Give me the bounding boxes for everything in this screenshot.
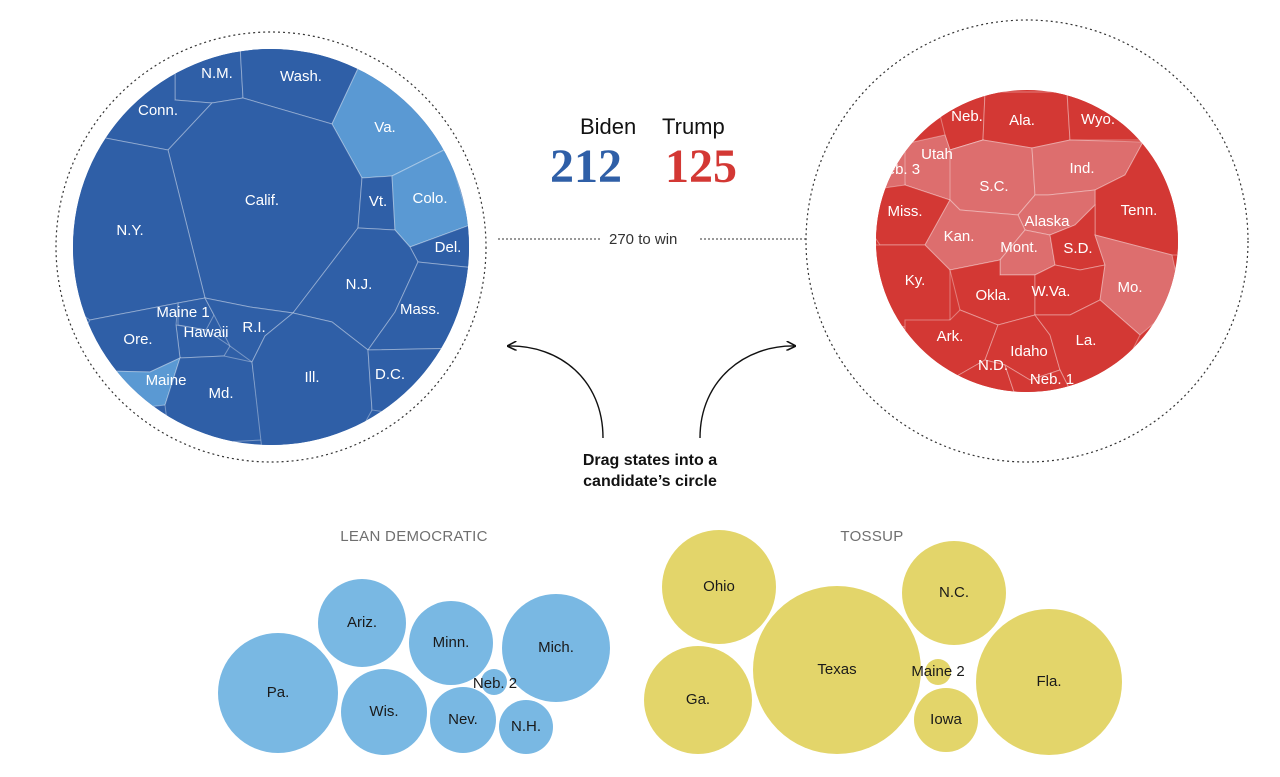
biden-label-maine-1: Maine 1 [156,304,209,321]
trump-label-w-va: W.Va. [1032,283,1071,300]
tossup-label-maine-2: Maine 2 [911,663,964,680]
lean-dem-label-mich: Mich. [538,639,574,656]
trump-name: Trump [662,114,725,139]
win-threshold-label: 270 to win [609,231,677,248]
biden-label-calif: Calif. [245,192,279,209]
biden-label-ill: Ill. [305,369,320,386]
scoreboard: Biden Trump 212 125 [550,114,737,193]
tossup-label-n-c: N.C. [939,584,969,601]
lean-dem-bubble-n-h[interactable] [499,700,553,754]
trump-label-alaska: Alaska [1024,213,1070,230]
trump-label-neb: Neb. [951,108,983,125]
arrow-to-trump-icon [699,346,795,439]
biden-label-vt: Vt. [369,193,387,210]
biden-label-d-c: D.C. [375,366,405,383]
biden-label-n-y: N.Y. [116,222,143,239]
lean-democratic-group: Ariz. Minn. Mich. Pa. Neb. 2 Wis. Nev. N.H. [218,579,610,755]
biden-label-hawaii: Hawaii [183,324,228,341]
trump-label-ky: Ky. [905,272,926,289]
trump-label-utah: Utah [921,146,953,163]
trump-dotted-ring [805,19,1249,463]
lean-democratic-title: LEAN DEMOCRATIC [340,528,488,545]
lean-dem-label-wis: Wis. [369,703,398,720]
biden-electoral-count: 212 [550,140,622,193]
trump-label-s-d: S.D. [1063,240,1092,257]
trump-label-ala: Ala. [1009,112,1035,129]
biden-label-md: Md. [208,385,233,402]
lean-dem-bubble-nev[interactable] [430,687,496,753]
lean-dem-label-ariz: Ariz. [347,614,377,631]
lean-dem-bubble-ariz[interactable] [318,579,406,667]
trump-label-okla: Okla. [975,287,1010,304]
lean-dem-bubble-neb-2[interactable] [481,669,507,695]
biden-label-ore: Ore. [123,331,152,348]
instruction-line-1: Drag states into a [583,452,717,469]
trump-label-n-d: N.D. [978,357,1008,374]
instruction-line-2: candidate’s circle [583,473,717,490]
tossup-label-ohio: Ohio [703,578,735,595]
lean-dem-label-neb-2: Neb. 2 [473,675,517,692]
tossup-title: TOSSUP [840,528,903,545]
lean-dem-label-n-h: N.H. [511,718,541,735]
tossup-bubble-ga[interactable] [644,646,752,754]
trump-label-ind: Ind. [1069,160,1094,177]
trump-electoral-count: 125 [665,140,737,193]
lean-dem-bubble-pa[interactable] [218,633,338,753]
biden-label-del: Del. [435,239,462,256]
tossup-bubble-texas[interactable] [753,586,921,754]
biden-label-r-i: R.I. [242,319,265,336]
trump-label-idaho: Idaho [1010,343,1048,360]
tossup-label-ga: Ga. [686,691,710,708]
biden-label-maine: Maine [146,372,187,389]
trump-label-tenn: Tenn. [1121,202,1158,219]
lean-dem-label-pa: Pa. [267,684,290,701]
tossup-label-iowa: Iowa [930,711,962,728]
biden-dotted-ring [55,31,487,463]
trump-label-wyo: Wyo. [1081,111,1115,128]
tossup-bubble-n-c[interactable] [902,541,1006,645]
tossup-group: Ohio N.C. Texas Maine 2 Ga. Fla. Iowa [644,530,1122,755]
biden-label-mass: Mass. [400,301,440,318]
trump-label-neb-3: Neb. 3 [876,161,920,178]
biden-label-va: Va. [374,119,395,136]
trump-label-mo: Mo. [1117,279,1142,296]
arrow-to-biden-icon [508,346,604,439]
biden-cell-del[interactable] [409,224,475,269]
tossup-bubble-fla[interactable] [976,609,1122,755]
lean-dem-bubble-wis[interactable] [341,669,427,755]
tossup-label-fla: Fla. [1036,673,1061,690]
trump-label-ark: Ark. [937,328,964,345]
trump-label-mont: Mont. [1000,239,1038,256]
tossup-label-texas: Texas [817,661,856,678]
biden-cell-d-c[interactable] [367,347,470,421]
biden-label-conn: Conn. [138,102,178,119]
biden-drop-zone[interactable]: N.M. Wash. Conn. Va. Calif. Vt. Colo. N.Y. Del. N… [55,31,487,463]
biden-label-n-m: N.M. [201,65,233,82]
lean-dem-label-nev: Nev. [448,711,478,728]
biden-label-wash: Wash. [280,68,322,85]
tossup-bubble-ohio[interactable] [662,530,776,644]
biden-label-n-j: N.J. [346,276,373,293]
biden-name: Biden [580,114,636,139]
tossup-bubble-maine-2[interactable] [925,659,951,685]
lean-dem-bubble-mich[interactable] [502,594,610,702]
lean-dem-label-minn: Minn. [433,634,470,651]
trump-label-miss: Miss. [888,203,923,220]
trump-label-kan: Kan. [944,228,975,245]
tossup-bubble-iowa[interactable] [914,688,978,752]
trump-label-neb-1: Neb. 1 [1030,371,1074,388]
win-threshold: 270 to win [498,231,806,248]
biden-cell-maine-1[interactable] [177,297,215,331]
trump-label-la: La. [1076,332,1097,349]
biden-label-colo: Colo. [412,190,447,207]
lean-dem-bubble-minn[interactable] [409,601,493,685]
trump-label-s-c: S.C. [979,178,1008,195]
